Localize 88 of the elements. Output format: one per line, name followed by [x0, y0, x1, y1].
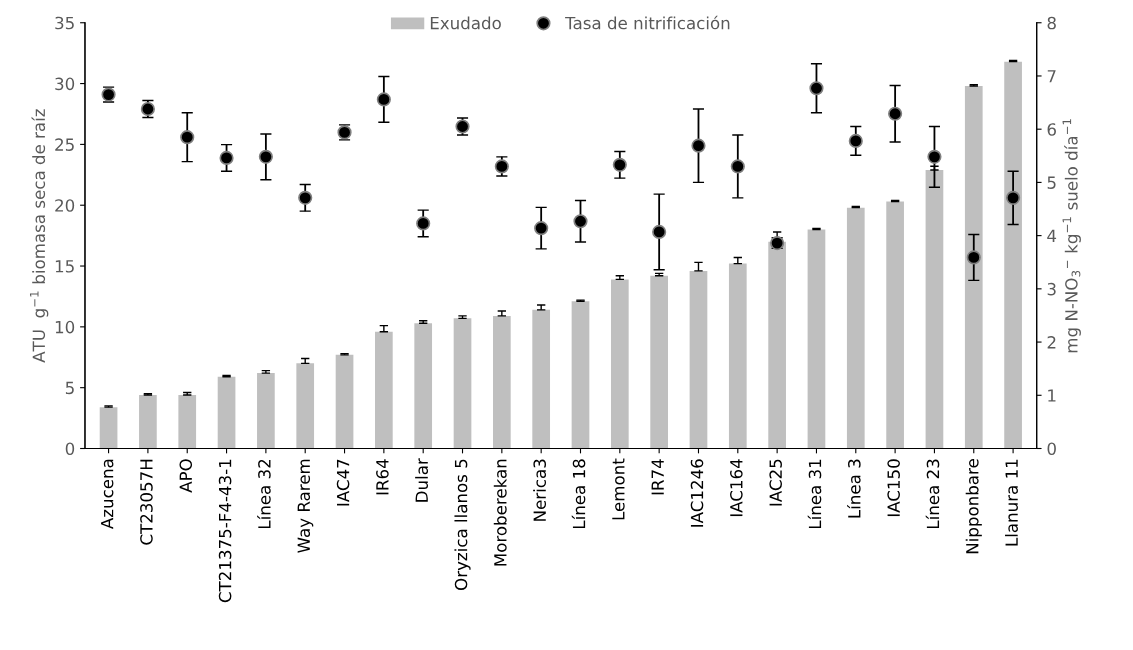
y-tick-label: 0 — [65, 442, 75, 456]
bar — [768, 241, 786, 449]
y-tick-label: 30 — [55, 77, 75, 91]
bar — [375, 331, 393, 449]
point — [691, 138, 706, 153]
bar — [925, 169, 944, 449]
y2-tick-label: 4 — [1047, 229, 1057, 242]
point — [573, 214, 588, 229]
y-tick-label: 15 — [55, 260, 74, 273]
x-tick-label: Way Rarem — [297, 459, 314, 553]
x-tick-label: Nipponbare — [965, 459, 982, 554]
x-tick-label: Línea 31 — [807, 459, 822, 529]
x-tick-label: Línea 3 — [847, 459, 861, 518]
x-tick-label: Línea 32 — [257, 459, 271, 529]
x-tick-label: Línea 18 — [571, 459, 586, 529]
x-tick-label: IAC164 — [730, 459, 743, 517]
x-tick-label: Dular — [415, 458, 429, 502]
x-tick-label: IAC25 — [769, 459, 782, 506]
bar — [178, 394, 197, 449]
x-tick-label: Nerica3 — [533, 459, 547, 521]
bar — [846, 207, 865, 449]
bar — [99, 407, 118, 449]
bar — [217, 376, 236, 449]
point — [966, 250, 981, 265]
y-axis-title: ATU g$^{−1}$ biomasa seca de raíz — [29, 109, 49, 363]
y-tick-label: 20 — [55, 199, 75, 212]
x-tick-label: IAC150 — [887, 459, 900, 517]
bar — [1004, 61, 1022, 449]
y-tick-label: 25 — [55, 138, 74, 151]
y2-tick-label: 7 — [1047, 70, 1056, 83]
x-tick-label: Línea 23 — [925, 459, 940, 529]
point — [730, 159, 745, 174]
y2-axis-title: mg N-NO$_{3}$$^{−}$ kg$^{−1}$ suelo día$^{−1}$ — [1062, 119, 1081, 353]
bar — [689, 270, 708, 449]
x-tick-label: CT23057H — [140, 459, 153, 545]
bar — [335, 354, 354, 449]
y-tick-label: 5 — [65, 381, 74, 395]
y2-tick-label: 5 — [1047, 176, 1056, 189]
point — [258, 149, 273, 164]
bar — [571, 301, 590, 449]
y2-tick-label: 2 — [1047, 336, 1056, 349]
y2-tick-label: 8 — [1047, 16, 1056, 30]
x-tick-label: Llanura 11 — [1005, 459, 1018, 546]
point — [298, 190, 313, 205]
y2-tick-label: 0 — [1047, 442, 1056, 456]
bar — [610, 279, 629, 449]
bar — [493, 315, 511, 449]
point — [809, 81, 824, 96]
x-tick-label: Azucena — [101, 459, 114, 529]
bar — [296, 363, 315, 449]
point — [848, 133, 863, 148]
bar — [886, 201, 904, 449]
point — [1006, 190, 1021, 205]
y2-tick-label: 6 — [1047, 123, 1056, 136]
x-tick-label: Lemont — [612, 458, 625, 520]
legend-label: Exudado — [430, 16, 501, 30]
x-tick-label: IR74 — [651, 459, 664, 495]
point — [888, 106, 903, 121]
bar — [807, 229, 826, 449]
bar — [453, 318, 472, 449]
bar — [414, 323, 433, 449]
point — [534, 221, 549, 236]
point — [494, 159, 509, 174]
point — [376, 92, 391, 107]
point — [927, 149, 942, 164]
bar — [532, 309, 551, 449]
point — [416, 216, 431, 231]
bar — [650, 275, 668, 449]
point — [612, 157, 627, 172]
y-tick-label: 35 — [55, 16, 74, 30]
x-tick-label: APO — [179, 459, 193, 493]
x-tick-label: IAC47 — [336, 459, 350, 506]
x-tick-label: Moroberekan — [493, 459, 507, 566]
y2-tick-label: 1 — [1048, 389, 1056, 402]
bar — [728, 263, 747, 449]
x-tick-label: IAC1246 — [690, 459, 704, 527]
bar — [139, 394, 157, 449]
point — [180, 130, 195, 145]
x-tick-label: Oryzica llanos 5 — [454, 459, 471, 590]
x-tick-label: CT21375-F4-43-1 — [218, 459, 232, 603]
x-tick-label: IR64 — [376, 459, 389, 495]
bar — [964, 86, 983, 449]
y2-tick-label: 3 — [1047, 282, 1056, 296]
legend-label: Tasa de nitrificación — [565, 15, 730, 30]
point — [219, 150, 234, 166]
bar — [257, 373, 275, 449]
point — [652, 224, 667, 239]
y-tick-label: 10 — [55, 320, 75, 334]
